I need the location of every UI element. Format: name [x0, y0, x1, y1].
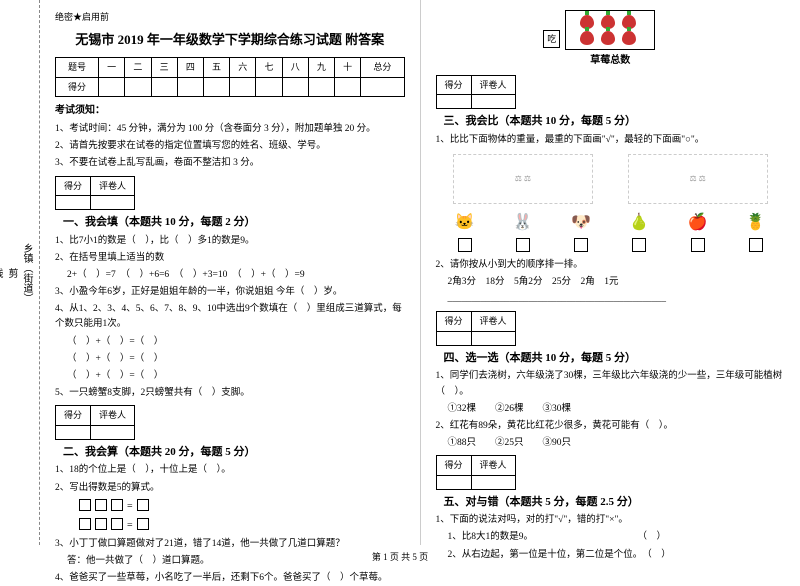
gc: 评卷人: [91, 406, 135, 425]
q: （ ）+（ ）=（ ）: [67, 335, 405, 350]
strawberry-icon: [601, 31, 615, 45]
th: 十: [335, 58, 361, 77]
gc: 得分: [436, 312, 471, 331]
q: 5、一只螃蟹8支脚，2只螃蟹共有（ ）支脚。: [55, 386, 405, 401]
secret-label: 绝密★启用前: [55, 10, 405, 24]
th: 题号: [56, 58, 99, 77]
grade-box: 得分评卷人: [436, 455, 516, 489]
q: 4、从1、2、3、4、5、6、7、8、9、10中选出9个数填在（ ）里组成三道算…: [55, 302, 405, 332]
grade-box: 得分评卷人: [436, 311, 516, 345]
q: 2角3分 18分 5角2分 25分 2角 1元: [448, 275, 786, 290]
gc: 评卷人: [471, 76, 515, 95]
section1-title: 一、我会填（本题共 10 分，每题 2 分）: [63, 216, 256, 228]
animal-icon: 🐱: [450, 210, 480, 236]
section3-title: 三、我会比（本题共 10 分，每题 5 分）: [444, 115, 637, 127]
gc: 评卷人: [471, 456, 515, 475]
q: ①88只 ②25只 ③90只: [448, 436, 786, 451]
q: 1、18的个位上是（ ），十位上是（ ）。: [55, 463, 405, 478]
fruit-icon: 🍎: [683, 210, 713, 236]
q: 2+（ ）=7 （ ）+6=6 （ ）+3=10 （ ）+（ ）=9: [67, 268, 405, 283]
gc: 得分: [436, 456, 471, 475]
scale-left: ⚖ ⚖: [453, 154, 593, 204]
section4-title: 四、选一选（本题共 10 分，每题 5 分）: [444, 352, 637, 364]
animal-icon: 🐶: [566, 210, 596, 236]
exam-title: 无锡市 2019 年一年级数学下学期综合练习试题 附答案: [55, 30, 405, 51]
answer-boxes: =: [79, 499, 405, 515]
gc: 得分: [56, 176, 91, 195]
th: 二: [125, 58, 151, 77]
balance-images: ⚖ ⚖ ⚖ ⚖: [436, 154, 786, 204]
grade-box: 得分评卷人: [55, 405, 135, 439]
td: 得分: [56, 77, 99, 96]
scale-right: ⚖ ⚖: [628, 154, 768, 204]
gc: 评卷人: [91, 176, 135, 195]
q: 1、比7小1的数是（ ），比（ ）多1的数是9。: [55, 234, 405, 249]
strawberry-diagram: 吃 草莓总数: [565, 10, 655, 69]
fruit-icon: 🍍: [741, 210, 771, 236]
right-column: 吃 草莓总数 得分评卷人 三、我会比（本题共 10 分，每题 5 分） 1、比比…: [421, 0, 800, 545]
q: 3、小盈今年6岁，正好是姐姐年龄的一半，你说姐姐 今年（ ）岁。: [55, 285, 405, 300]
animal-icon: 🐰: [508, 210, 538, 236]
side-label: 乡镇（街道）: [19, 243, 34, 303]
q: 1、下面的说法对吗，对的打"√"，错的打"×"。: [436, 513, 786, 528]
strawberry-icon: [622, 31, 636, 45]
th: 一: [99, 58, 125, 77]
th: 八: [282, 58, 308, 77]
gc: 得分: [436, 76, 471, 95]
side-label: 线: [0, 268, 4, 278]
notice-item: 3、不要在试卷上乱写乱画，卷面不整洁扣 3 分。: [55, 156, 405, 171]
answer-boxes: =: [79, 518, 405, 534]
section2-title: 二、我会算（本题共 20 分，每题 5 分）: [63, 446, 256, 458]
th: 三: [151, 58, 177, 77]
q: （ ）+（ ）=（ ）: [67, 369, 405, 384]
th: 九: [308, 58, 334, 77]
page-footer: 第 1 页 共 5 页: [0, 550, 800, 563]
gc: 评卷人: [471, 312, 515, 331]
score-table: 题号 一 二 三 四 五 六 七 八 九 十 总分 得分: [55, 57, 405, 97]
q: 1、比比下面物体的重量，最重的下面画"√"，最轻的下面画"○"。: [436, 133, 786, 148]
q: 2、红花有89朵，黄花比红花少很多，黄花可能有（ ）。: [436, 419, 786, 434]
th: 六: [230, 58, 256, 77]
q: 4、爸爸买了一些草莓，小名吃了一半后，还剩下6个。爸爸买了（ ）个草莓。: [55, 571, 405, 586]
binding-margin: 乡镇（街道） 剪 线 学校 内 班级 不 姓名 准 学号 题: [0, 0, 40, 545]
grade-box: 得分评卷人: [436, 75, 516, 109]
strawberry-icon: [580, 31, 594, 45]
th: 五: [203, 58, 229, 77]
q: 2、请你按从小到大的顺序排一排。: [436, 258, 786, 273]
section5-title: 五、对与错（本题共 5 分，每题 2.5 分）: [444, 496, 639, 508]
q: 2、在括号里填上适当的数: [55, 251, 405, 266]
notice-item: 1、考试时间：45 分钟，满分为 100 分（含卷面分 3 分），附加题单独 2…: [55, 122, 405, 137]
straw-label: 草莓总数: [565, 53, 655, 69]
q: （ ）+（ ）=（ ）: [67, 352, 405, 367]
answer-line: ________________________________________…: [448, 292, 786, 307]
grade-box: 得分评卷人: [55, 176, 135, 210]
notice-title: 考试须知：: [55, 103, 405, 119]
fruit-icon: 🍐: [624, 210, 654, 236]
q: 1、同学们去浇树，六年级浇了30棵，三年级比六年级浇的少一些，三年级可能植树（ …: [436, 369, 786, 399]
th: 七: [256, 58, 282, 77]
q: 1、比8大1的数是9。 （ ）: [448, 530, 786, 545]
fruit-options: 🐱 🐰 🐶 🍐 🍎 🍍: [436, 210, 786, 254]
th: 总分: [361, 58, 404, 77]
gc: 得分: [56, 406, 91, 425]
q: 2、写出得数是5的算式。: [55, 481, 405, 496]
th: 四: [177, 58, 203, 77]
eat-label: 吃: [543, 30, 560, 48]
side-label: 剪: [4, 268, 19, 278]
notice-item: 2、请首先按要求在试卷的指定位置填写您的姓名、班级、学号。: [55, 139, 405, 154]
q: ①32棵 ②26棵 ③30棵: [448, 402, 786, 417]
left-column: 绝密★启用前 无锡市 2019 年一年级数学下学期综合练习试题 附答案 题号 一…: [40, 0, 421, 545]
